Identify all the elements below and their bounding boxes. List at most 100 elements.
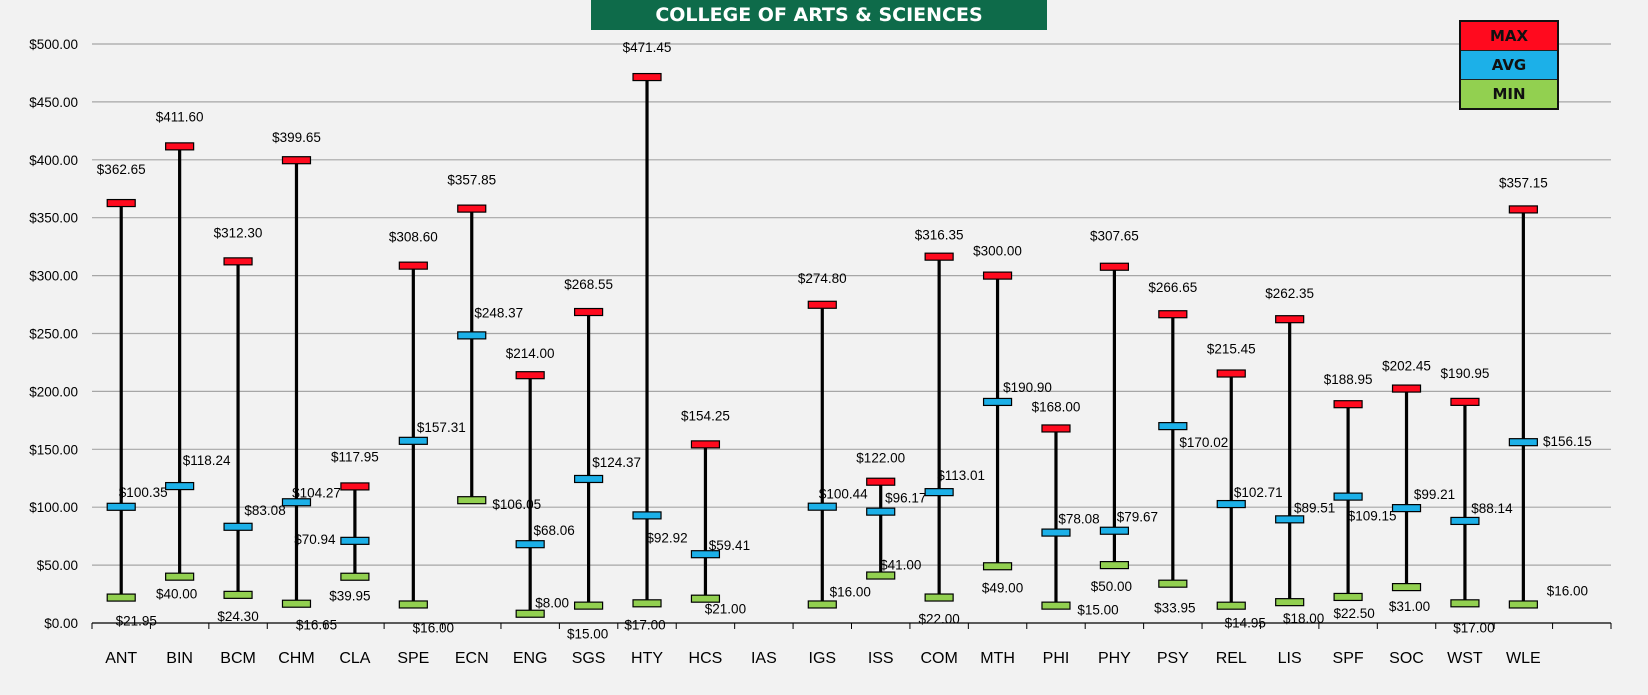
y-tick-label: $500.00	[29, 37, 78, 52]
min-marker	[340, 572, 370, 581]
max-marker	[1099, 262, 1130, 271]
x-tick-label: ENG	[513, 650, 548, 667]
max-data-label: $168.00	[1032, 399, 1081, 414]
max-data-label: $188.95	[1324, 372, 1373, 387]
min-marker	[1158, 579, 1188, 588]
avg-data-label: $78.08	[1058, 512, 1099, 527]
chart-title: COLLEGE OF ARTS & SCIENCES	[591, 0, 1047, 30]
min-marker	[515, 609, 545, 618]
legend-min: MIN	[1461, 80, 1557, 108]
y-tick-label: $300.00	[29, 269, 78, 284]
min-marker	[106, 593, 136, 602]
max-data-label: $262.35	[1265, 286, 1314, 301]
max-marker	[340, 482, 370, 491]
min-marker	[457, 496, 487, 505]
avg-marker	[165, 481, 195, 491]
avg-data-label: $92.92	[646, 530, 687, 545]
min-marker	[690, 594, 721, 603]
min-marker	[1450, 599, 1480, 608]
legend-max: MAX	[1461, 22, 1557, 51]
max-data-label: $215.45	[1207, 342, 1256, 357]
x-tick-label: WLE	[1506, 650, 1541, 667]
avg-marker	[1216, 499, 1246, 509]
avg-data-label: $99.21	[1414, 487, 1455, 502]
min-data-label: $17.00	[624, 617, 665, 632]
y-tick-label: $350.00	[29, 211, 78, 226]
max-data-label: $316.35	[915, 228, 964, 243]
avg-marker	[1508, 438, 1538, 447]
min-data-label: $22.50	[1333, 606, 1374, 621]
x-tick-label: CLA	[339, 650, 370, 667]
avg-data-label: $104.27	[292, 485, 341, 500]
min-data-label: $24.30	[217, 609, 258, 624]
x-tick-label: SOC	[1389, 650, 1424, 667]
min-marker	[1508, 600, 1538, 609]
min-data-label: $49.00	[982, 580, 1023, 595]
max-marker	[1041, 424, 1071, 433]
avg-data-label: $170.02	[1179, 435, 1228, 450]
x-tick-label: SPE	[397, 650, 429, 667]
x-tick-label: HTY	[631, 650, 663, 667]
max-data-label: $190.95	[1441, 366, 1490, 381]
max-marker	[1158, 310, 1188, 319]
avg-marker	[573, 474, 604, 484]
avg-data-label: $89.51	[1294, 500, 1335, 515]
max-marker	[866, 477, 896, 486]
max-marker	[807, 300, 837, 309]
max-marker	[1216, 369, 1246, 378]
avg-data-label: $83.08	[244, 503, 285, 518]
y-tick-label: $100.00	[29, 500, 78, 515]
x-tick-label: SGS	[572, 650, 606, 667]
max-data-label: $308.60	[389, 230, 438, 245]
min-data-label: $15.00	[1077, 603, 1118, 618]
min-marker	[1216, 601, 1246, 610]
avg-marker	[223, 522, 253, 531]
max-data-label: $274.80	[798, 271, 847, 286]
x-tick-label: COM	[920, 650, 957, 667]
min-data-label: $15.00	[567, 627, 608, 642]
min-data-label: $39.95	[329, 589, 370, 604]
avg-data-label: $88.14	[1471, 501, 1513, 516]
min-data-label: $18.00	[1283, 611, 1324, 626]
avg-data-label: $100.44	[819, 487, 868, 502]
avg-marker	[1450, 516, 1480, 526]
x-tick-label: WST	[1447, 650, 1483, 667]
max-data-label: $266.65	[1148, 280, 1197, 295]
min-marker	[632, 599, 662, 608]
min-marker	[807, 600, 837, 609]
avg-marker	[340, 536, 370, 545]
min-data-label: $40.00	[156, 587, 197, 602]
avg-data-label: $157.31	[417, 420, 466, 435]
max-marker	[515, 371, 545, 380]
avg-data-label: $190.90	[1003, 380, 1052, 395]
min-data-label: $31.00	[1389, 599, 1430, 614]
min-data-label: $33.95	[1154, 601, 1195, 616]
max-marker	[1333, 400, 1363, 409]
x-tick-label: PSY	[1157, 650, 1189, 667]
max-marker	[632, 72, 662, 82]
min-marker	[223, 590, 253, 599]
avg-marker	[632, 511, 662, 520]
legend-avg: AVG	[1461, 51, 1557, 80]
min-data-label: $14.95	[1225, 616, 1266, 631]
avg-data-label: $118.24	[183, 453, 231, 468]
max-marker	[223, 257, 253, 266]
max-marker	[1508, 205, 1538, 214]
y-tick-label: $0.00	[44, 616, 78, 631]
min-data-label: $16.00	[830, 584, 871, 599]
max-marker	[1450, 397, 1480, 406]
avg-data-label: $102.71	[1234, 485, 1283, 500]
max-data-label: $300.00	[973, 244, 1022, 259]
avg-data-label: $156.15	[1543, 434, 1592, 449]
max-data-label: $312.30	[214, 225, 263, 240]
avg-marker	[866, 507, 896, 516]
avg-marker	[807, 502, 837, 511]
avg-marker	[281, 498, 312, 507]
avg-marker	[1158, 422, 1188, 431]
x-tick-label: IAS	[751, 650, 777, 667]
min-marker	[573, 601, 604, 610]
min-data-label: $17.00	[1453, 620, 1494, 635]
avg-marker	[515, 540, 545, 549]
y-tick-label: $250.00	[29, 327, 78, 342]
min-marker	[1041, 601, 1071, 610]
